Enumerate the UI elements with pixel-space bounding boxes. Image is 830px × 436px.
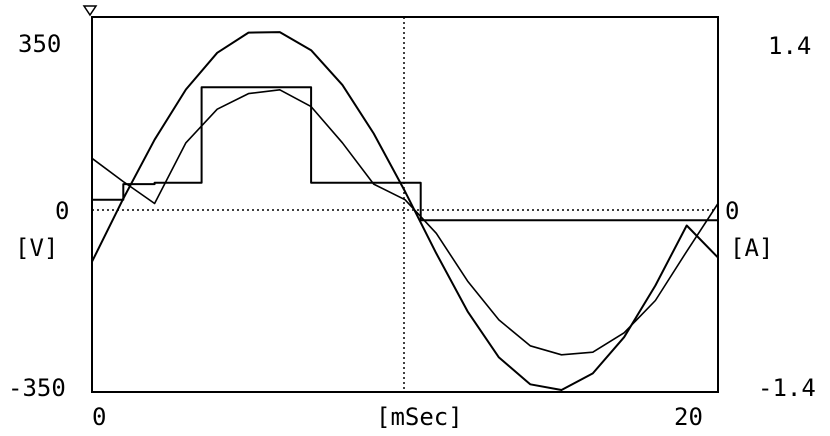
- y-left-tick-zero: 0: [55, 197, 69, 225]
- x-tick-end: 20: [674, 403, 703, 431]
- series-line-1: [91, 31, 719, 391]
- y-left-tick-bottom: -350: [8, 374, 66, 402]
- y-right-tick-bottom: -1.4: [758, 374, 816, 402]
- series-line-3: [91, 89, 719, 356]
- y-right-tick-top: 1.4: [768, 32, 811, 60]
- y-right-unit-label: [A]: [730, 234, 773, 262]
- y-left-tick-top: 350: [18, 30, 61, 58]
- x-tick-start: 0: [92, 403, 106, 431]
- y-right-tick-zero: 0: [725, 197, 739, 225]
- trigger-marker-icon: [82, 5, 98, 17]
- y-left-unit-label: [V]: [15, 234, 58, 262]
- series-line-2: [92, 86, 718, 222]
- x-axis-label: [mSec]: [376, 403, 463, 431]
- series-layer: [91, 31, 719, 391]
